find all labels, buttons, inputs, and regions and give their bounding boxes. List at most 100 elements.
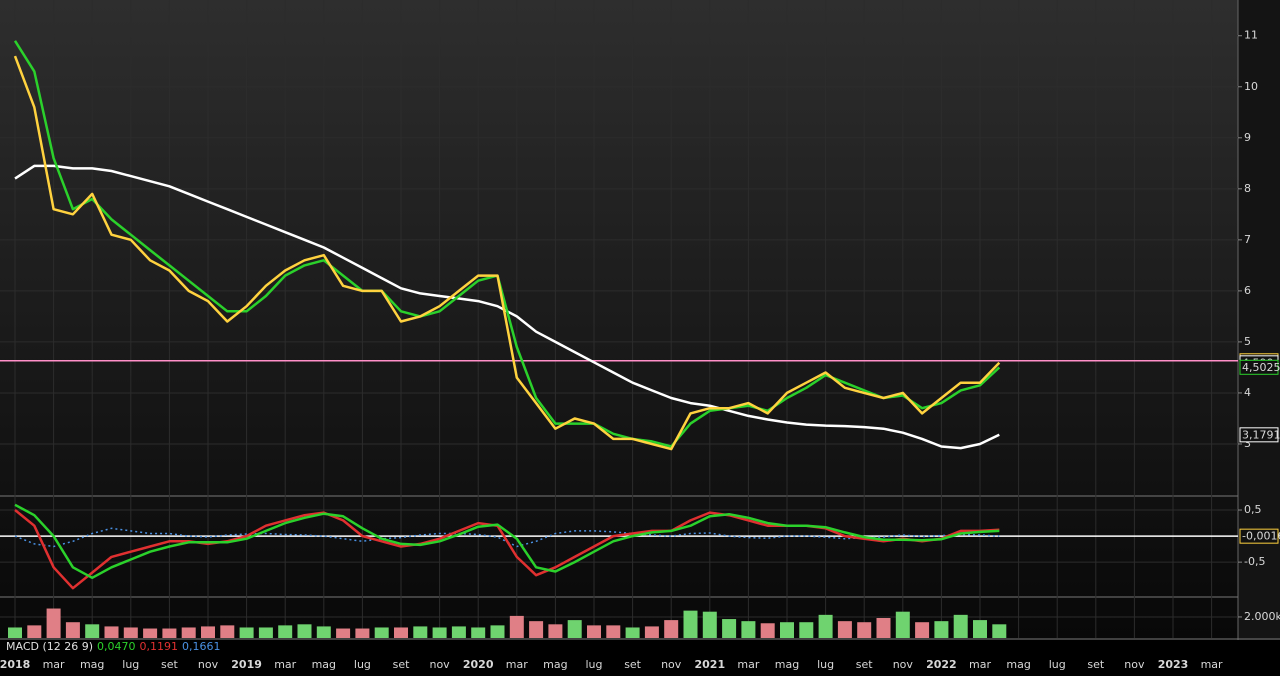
y-tick-label: 2.000k	[1244, 610, 1280, 623]
x-tick-label: mar	[1201, 658, 1223, 671]
volume-bar	[297, 624, 312, 638]
x-tick-label: mar	[737, 658, 759, 671]
y-tick-label: 9	[1244, 131, 1251, 144]
volume-bar	[915, 622, 930, 638]
volume-bar	[316, 626, 331, 638]
legend-entry: 0,1191	[140, 640, 179, 653]
price-label: 3,1791	[1242, 428, 1280, 441]
volume-bar	[567, 620, 582, 638]
volume-bar	[895, 611, 910, 638]
volume-bar	[201, 626, 215, 638]
volume-bar	[799, 622, 814, 638]
volume-bar	[625, 627, 640, 638]
y-tick-label: 4	[1244, 386, 1251, 399]
volume-bar	[509, 615, 524, 638]
volume-bar	[239, 627, 254, 638]
volume-bar	[644, 626, 659, 638]
indicator-legend: MACD (12 26 9) 0,0470 0,1191 0,1661	[6, 640, 221, 653]
y-tick-label: 8	[1244, 182, 1251, 195]
x-tick-label: mag	[775, 658, 799, 671]
volume-bar	[355, 628, 370, 638]
volume-bar	[760, 623, 775, 638]
x-tick-label: nov	[198, 658, 219, 671]
x-tick-label: mag	[1006, 658, 1030, 671]
x-tick-label: nov	[893, 658, 914, 671]
volume-bar	[741, 621, 756, 638]
volume-bar	[104, 626, 119, 638]
volume-bar	[934, 621, 949, 638]
x-tick-label: 2021	[694, 658, 725, 671]
x-tick-label: mag	[543, 658, 567, 671]
volume-bar	[953, 614, 968, 638]
y-tick-label: 3	[1244, 437, 1251, 450]
volume-bar	[683, 610, 698, 638]
volume-bar	[432, 627, 447, 638]
y-tick-label: 10	[1244, 80, 1258, 93]
x-tick-label: 2023	[1158, 658, 1189, 671]
y-tick-label: 6	[1244, 284, 1251, 297]
x-tick-label: mar	[43, 658, 65, 671]
x-tick-label: lug	[585, 658, 602, 671]
x-tick-label: lug	[122, 658, 139, 671]
price-label: 4,5025	[1242, 361, 1280, 374]
y-tick-label: 7	[1244, 233, 1251, 246]
x-tick-label: set	[1087, 658, 1104, 671]
y-tick-label: 0,5	[1244, 503, 1262, 516]
volume-bar	[123, 627, 138, 638]
y-tick-label: 5	[1244, 335, 1251, 348]
volume-bar	[548, 624, 563, 638]
volume-bar	[818, 614, 833, 638]
volume-bar	[65, 622, 80, 638]
legend-bg	[0, 640, 220, 654]
axis-background	[1238, 0, 1280, 640]
volume-bar	[413, 626, 428, 638]
volume-bar	[258, 627, 273, 638]
volume-bar	[973, 620, 987, 638]
volume-bar	[529, 621, 544, 638]
x-tick-label: lug	[354, 658, 371, 671]
x-tick-label: mar	[274, 658, 296, 671]
x-tick-label: nov	[661, 658, 682, 671]
volume-bar	[162, 628, 177, 638]
volume-bar	[702, 611, 717, 638]
series-line	[14, 503, 1000, 580]
volume-bar	[336, 628, 351, 638]
volume-bar	[664, 620, 679, 638]
x-tick-label: 2018	[0, 658, 30, 671]
volume-bar	[837, 621, 852, 638]
x-tick-label: nov	[1124, 658, 1145, 671]
volume-bar	[722, 619, 737, 638]
volume-bar	[606, 625, 621, 638]
x-tick-label: nov	[429, 658, 450, 671]
plot-background	[0, 0, 1238, 640]
x-tick-label: mag	[312, 658, 336, 671]
volume-bar	[181, 627, 196, 638]
price-label-box	[1239, 359, 1279, 375]
price-label-box	[1239, 427, 1279, 443]
volume-bar	[374, 627, 389, 638]
price-label-box	[1239, 528, 1279, 544]
volume-bar	[587, 625, 601, 638]
volume-bar	[143, 628, 158, 638]
x-tick-label: 2019	[231, 658, 262, 671]
volume-bar	[85, 624, 100, 638]
volume-bar	[490, 625, 505, 638]
series-line	[14, 527, 1000, 548]
series-line	[13, 55, 1001, 451]
x-tick-label: mar	[506, 658, 528, 671]
x-tick-label: set	[856, 658, 873, 671]
x-tick-label: lug	[1049, 658, 1066, 671]
volume-bar	[27, 625, 42, 638]
volume-bar	[220, 625, 235, 638]
x-tick-label: mag	[80, 658, 104, 671]
volume-bar	[46, 608, 61, 638]
x-tick-label: mar	[969, 658, 991, 671]
legend-entry: MACD (12 26 9)	[6, 640, 93, 653]
volume-bar	[394, 627, 408, 638]
volume-bar	[451, 626, 466, 638]
series-line	[14, 509, 1000, 590]
volume-bar	[992, 624, 1007, 638]
volume-bar	[8, 627, 22, 638]
